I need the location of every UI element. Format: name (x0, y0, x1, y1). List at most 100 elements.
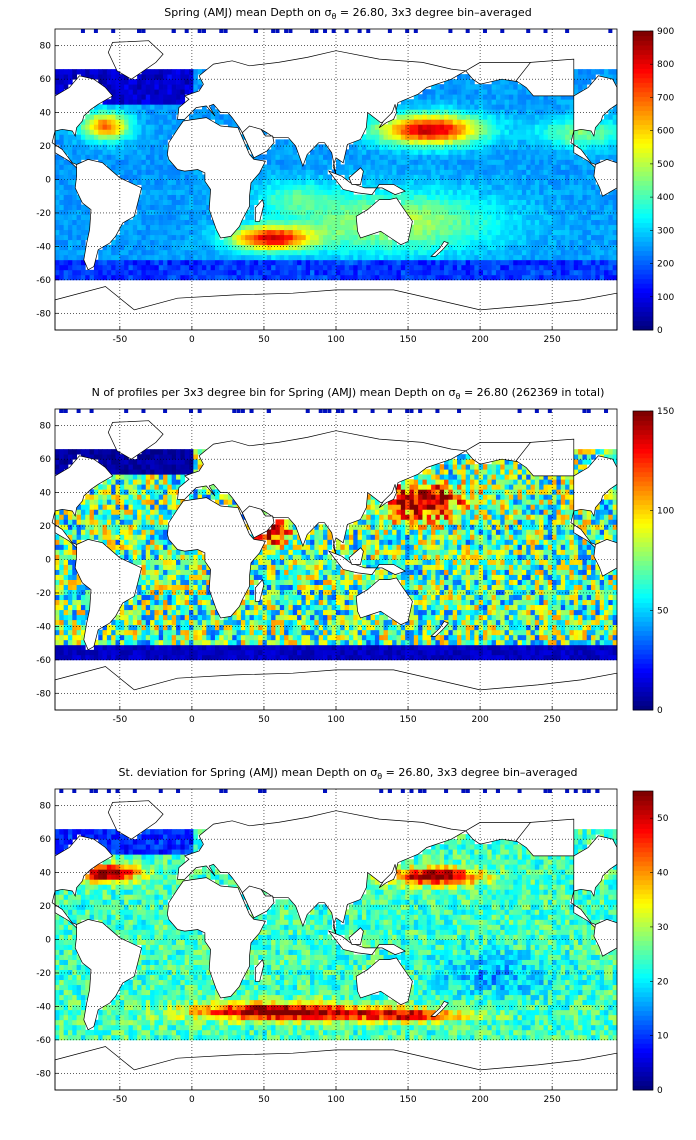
bin-cell (586, 214, 592, 221)
bin-cell (158, 204, 164, 210)
bin-cell (150, 239, 155, 246)
bin-cell (526, 249, 531, 256)
bin-cell (444, 224, 449, 231)
bin-cell (582, 204, 588, 210)
bin-cell (435, 254, 441, 261)
bin-cell (197, 219, 203, 226)
bin-cell (530, 219, 536, 226)
bin-cell (470, 149, 475, 155)
bin-cell (400, 99, 406, 105)
bin-cell (478, 239, 484, 246)
bin-cell (474, 219, 480, 226)
bin-cell (482, 99, 488, 105)
bin-cell (119, 259, 125, 266)
bin-cell (435, 264, 441, 271)
bin-cell (63, 449, 69, 455)
bin-cell (608, 189, 614, 195)
bin-cell (500, 244, 505, 251)
bin-cell (184, 239, 190, 246)
bin-cell (478, 199, 484, 205)
bin-cell (67, 269, 73, 276)
bin-cell (396, 104, 402, 110)
bin-cell (482, 214, 488, 221)
bin-cell (474, 169, 480, 175)
bin-cell (80, 589, 86, 596)
bin-cell (565, 209, 570, 216)
bin-cell (314, 249, 320, 256)
bin-cell (431, 169, 436, 175)
bin-cell (55, 624, 60, 631)
bin-cell (530, 184, 536, 190)
bin-cell (595, 219, 601, 226)
bin-cell (387, 194, 393, 200)
colorbar-segment (633, 301, 653, 308)
bin-cell (539, 184, 544, 190)
bin-cell (128, 164, 134, 170)
bin-cell (206, 234, 212, 241)
bin-cell (275, 214, 281, 221)
bin-cell (132, 549, 138, 555)
bin-cell (124, 259, 129, 266)
bin-cell (582, 189, 588, 195)
bin-cell (565, 174, 570, 180)
bin-cell (310, 204, 315, 210)
bin-cell (504, 264, 510, 271)
bin-cell (439, 134, 445, 140)
bin-cell (63, 259, 69, 266)
bin-cell (115, 99, 121, 105)
bin-cell (124, 474, 129, 480)
bin-cell (418, 174, 423, 180)
bin-cell (163, 144, 168, 150)
bin-cell (534, 164, 540, 170)
bin-cell (409, 234, 415, 241)
bin-cell (279, 259, 285, 266)
bin-cell (400, 119, 406, 125)
bin-cell (85, 654, 90, 661)
bin-cell (487, 159, 493, 165)
bin-cell (271, 194, 276, 200)
bin-cell (465, 134, 471, 140)
bin-cell (331, 179, 337, 185)
bin-cell (266, 169, 272, 175)
bin-cell (271, 199, 276, 205)
bin-cell (530, 239, 536, 246)
bin-cell (314, 179, 320, 185)
bin-cell (578, 194, 583, 200)
bin-cell (145, 514, 151, 520)
bin-cell (137, 534, 142, 540)
bin-cell (582, 199, 588, 205)
bin-cell (504, 114, 510, 120)
coastline (241, 125, 275, 159)
bin-cell (461, 74, 467, 80)
bin-cell (521, 269, 527, 276)
bin-cell (418, 154, 423, 160)
bin-cell (413, 119, 419, 125)
bin-cell (379, 139, 384, 145)
bin-cell (98, 69, 103, 75)
bin-cell (145, 474, 151, 480)
bin-cell (547, 229, 553, 236)
bin-cell (158, 549, 164, 555)
bin-cell (474, 179, 480, 185)
bin-cell (586, 149, 592, 155)
bin-cell (422, 229, 428, 236)
bin-cell (184, 29, 189, 33)
bin-cell (400, 254, 406, 261)
bin-cell (201, 189, 207, 195)
bin-cell (500, 204, 505, 210)
bin-cell (366, 244, 371, 251)
bin-cell (470, 94, 475, 100)
bin-cell (508, 104, 514, 110)
bin-cell (586, 144, 592, 150)
bin-cell (176, 194, 181, 200)
bin-cell (184, 229, 190, 236)
bin-cell (80, 254, 86, 261)
bin-cell (543, 204, 549, 210)
bin-cell (262, 239, 268, 246)
bin-cell (508, 249, 514, 256)
bin-cell (214, 254, 220, 261)
bin-cell (513, 154, 518, 160)
bin-cell (418, 144, 423, 150)
bin-cell (163, 524, 168, 530)
bin-cell (102, 639, 108, 646)
